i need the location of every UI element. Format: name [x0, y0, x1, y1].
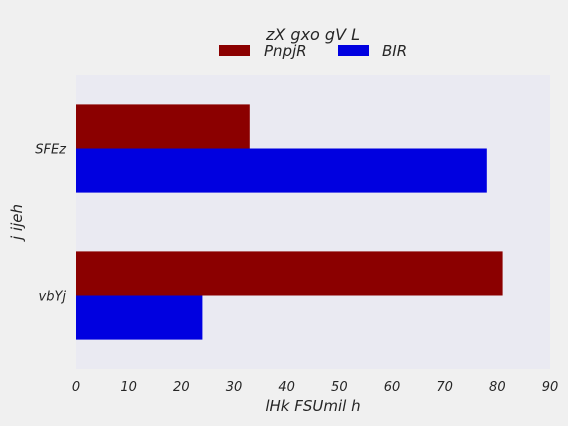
x-tick-label-90: 90 [542, 380, 559, 395]
legend: PnpjR BIR [219, 42, 407, 60]
bar-pnpjr-sfez [76, 104, 250, 149]
x-tick-label-20: 20 [173, 380, 190, 395]
x-tick-label-30: 30 [226, 380, 243, 395]
x-tick-label-80: 80 [489, 380, 506, 395]
legend-swatch-pnpjr [219, 45, 250, 56]
legend-label-pnpjr: PnpjR [264, 42, 307, 60]
x-axis-label: lHk FSUmil h [265, 397, 360, 415]
x-axis-ticks: 0 10 20 30 40 50 60 70 80 90 [72, 380, 558, 395]
legend-swatch-bir [338, 45, 369, 56]
bar-pnpjr-vbyj [76, 251, 503, 296]
bar-bir-sfez [76, 148, 487, 193]
x-tick-label-70: 70 [436, 380, 453, 395]
y-axis-ticks: SFEz vbYj [35, 143, 67, 305]
legend-label-bir: BIR [382, 42, 407, 60]
x-tick-label-0: 0 [72, 380, 80, 395]
bars [76, 104, 503, 340]
y-tick-label-vbyj: vbYj [39, 290, 67, 305]
x-tick-label-60: 60 [384, 380, 401, 395]
x-tick-label-50: 50 [331, 380, 348, 395]
y-tick-label-sfez: SFEz [35, 143, 67, 158]
x-tick-label-40: 40 [278, 380, 295, 395]
legend-title: zX gxo gV L [265, 25, 360, 44]
x-tick-label-10: 10 [120, 380, 137, 395]
bar-bir-vbyj [76, 295, 203, 340]
y-axis-label: j ijeh [8, 204, 26, 242]
